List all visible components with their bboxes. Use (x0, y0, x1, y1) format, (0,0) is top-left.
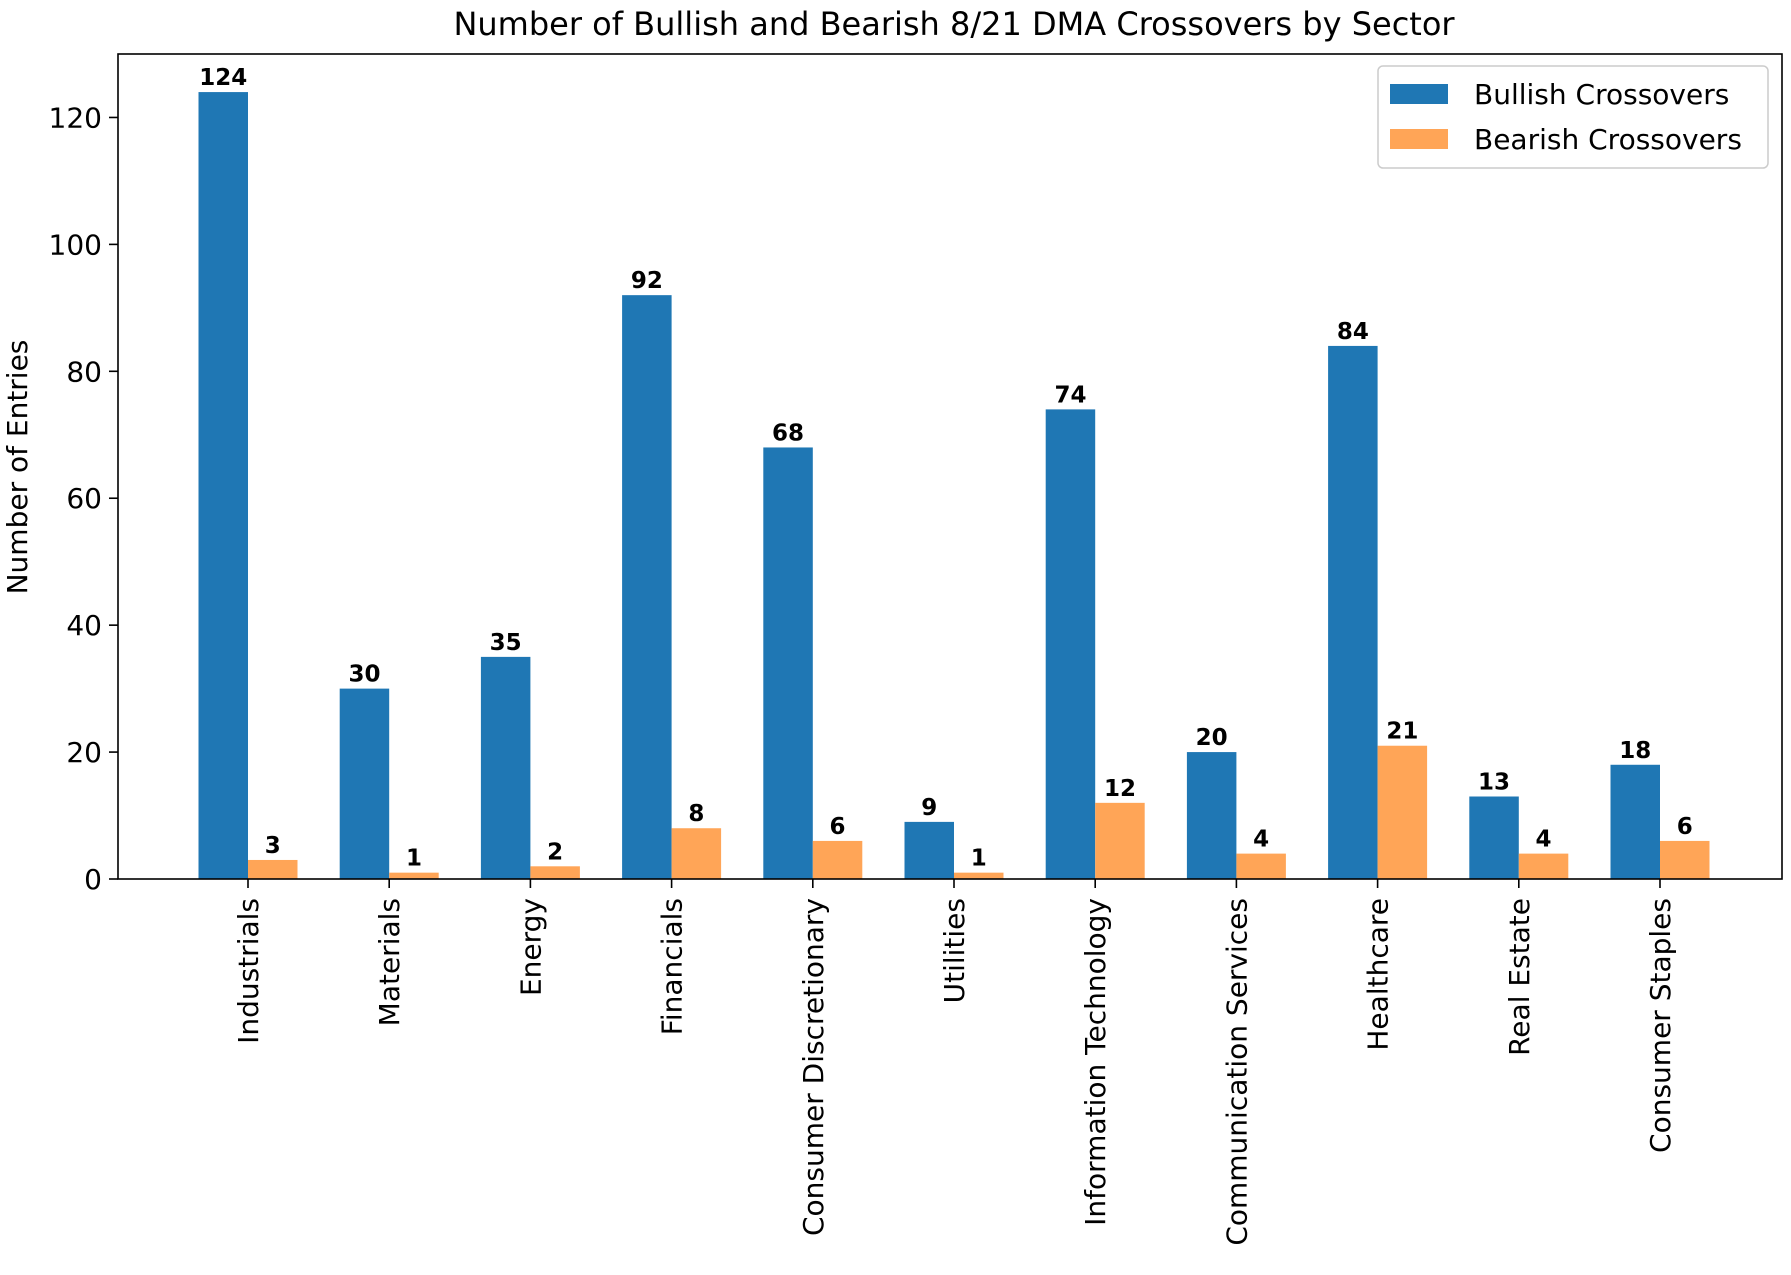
data-label-bearish-0: 3 (265, 833, 281, 859)
y-tick-label-6: 120 (49, 101, 102, 134)
data-label-bearish-7: 4 (1253, 827, 1269, 853)
data-label-bearish-9: 4 (1536, 827, 1552, 853)
bar-bearish-7 (1236, 853, 1286, 879)
data-label-bearish-1: 1 (406, 846, 422, 872)
plot-frame (117, 53, 1783, 880)
data-label-bullish-4: 68 (772, 420, 804, 446)
bar-bullish-0 (198, 92, 248, 880)
bar-bearish-0 (248, 859, 298, 879)
data-label-bearish-5: 1 (971, 846, 987, 872)
legend-label-bullish: Bullish Crossovers (1474, 78, 1729, 111)
data-label-bearish-4: 6 (830, 814, 846, 840)
legend-box (1377, 65, 1769, 169)
x-tick-label-6: Information Technology (1079, 898, 1112, 1226)
x-tick-label-8: Healthcare (1362, 898, 1395, 1051)
y-axis-label: Number of Entries (1, 340, 34, 595)
bar-bullish-6 (1045, 409, 1096, 879)
y-tick-label-1: 20 (66, 736, 102, 769)
bar-bullish-1 (339, 688, 390, 879)
bar-bearish-8 (1377, 745, 1428, 879)
data-label-bullish-10: 18 (1619, 738, 1651, 764)
bar-bullish-9 (1469, 796, 1519, 879)
data-label-bullish-6: 74 (1054, 382, 1086, 408)
x-tick-label-0: Industrials (232, 898, 265, 1044)
y-tick-label-5: 100 (49, 228, 102, 261)
y-tick-label-4: 80 (66, 355, 102, 388)
data-label-bearish-10: 6 (1677, 814, 1693, 840)
bar-bearish-4 (812, 840, 863, 879)
data-label-bullish-5: 9 (921, 795, 937, 821)
y-tick-label-2: 40 (66, 609, 102, 642)
bar-bearish-3 (671, 828, 722, 879)
chart-title: Number of Bullish and Bearish 8/21 DMA C… (453, 5, 1455, 43)
bar-bullish-2 (480, 656, 531, 879)
bar-bearish-9 (1518, 853, 1569, 879)
bar-bullish-3 (622, 295, 672, 880)
data-label-bearish-3: 8 (688, 801, 704, 827)
data-label-bullish-2: 35 (490, 630, 522, 656)
bar-bullish-5 (904, 821, 954, 879)
x-tick-label-9: Real Estate (1503, 898, 1536, 1056)
bar-bullish-8 (1328, 345, 1378, 879)
data-label-bullish-7: 20 (1196, 725, 1228, 751)
legend-swatch-bearish (1390, 129, 1448, 149)
bar-bearish-10 (1660, 840, 1710, 879)
bar-bullish-7 (1186, 752, 1237, 879)
legend-label-bearish: Bearish Crossovers (1474, 123, 1742, 156)
bar-bearish-5 (954, 872, 1004, 879)
y-tick-label-3: 60 (66, 482, 102, 515)
data-label-bullish-9: 13 (1478, 770, 1510, 796)
legend: Bullish Crossovers Bearish Crossovers (1377, 65, 1769, 169)
x-tick-label-2: Energy (514, 898, 547, 996)
data-label-bearish-8: 21 (1386, 719, 1418, 745)
y-tick-label-0: 0 (84, 863, 102, 896)
x-tick-label-10: Consumer Staples (1644, 898, 1677, 1153)
data-label-bullish-1: 30 (348, 662, 380, 688)
x-tick-label-1: Materials (373, 898, 406, 1026)
data-label-bullish-0: 124 (199, 65, 247, 91)
bar-bullish-10 (1610, 764, 1660, 879)
bar-bearish-2 (530, 866, 580, 879)
data-label-bearish-2: 2 (547, 839, 563, 865)
x-tick-label-4: Consumer Discretionary (797, 898, 830, 1236)
x-tick-label-5: Utilities (938, 898, 971, 1003)
bar-bullish-4 (763, 447, 813, 879)
data-label-bullish-8: 84 (1337, 319, 1369, 345)
data-label-bullish-3: 92 (631, 268, 663, 294)
legend-swatch-bullish (1390, 84, 1448, 104)
bar-bearish-6 (1095, 802, 1145, 879)
x-tick-label-7: Communication Services (1220, 898, 1253, 1246)
data-label-bearish-6: 12 (1104, 776, 1136, 802)
x-tick-label-3: Financials (656, 898, 689, 1035)
bar-bearish-1 (389, 872, 439, 879)
